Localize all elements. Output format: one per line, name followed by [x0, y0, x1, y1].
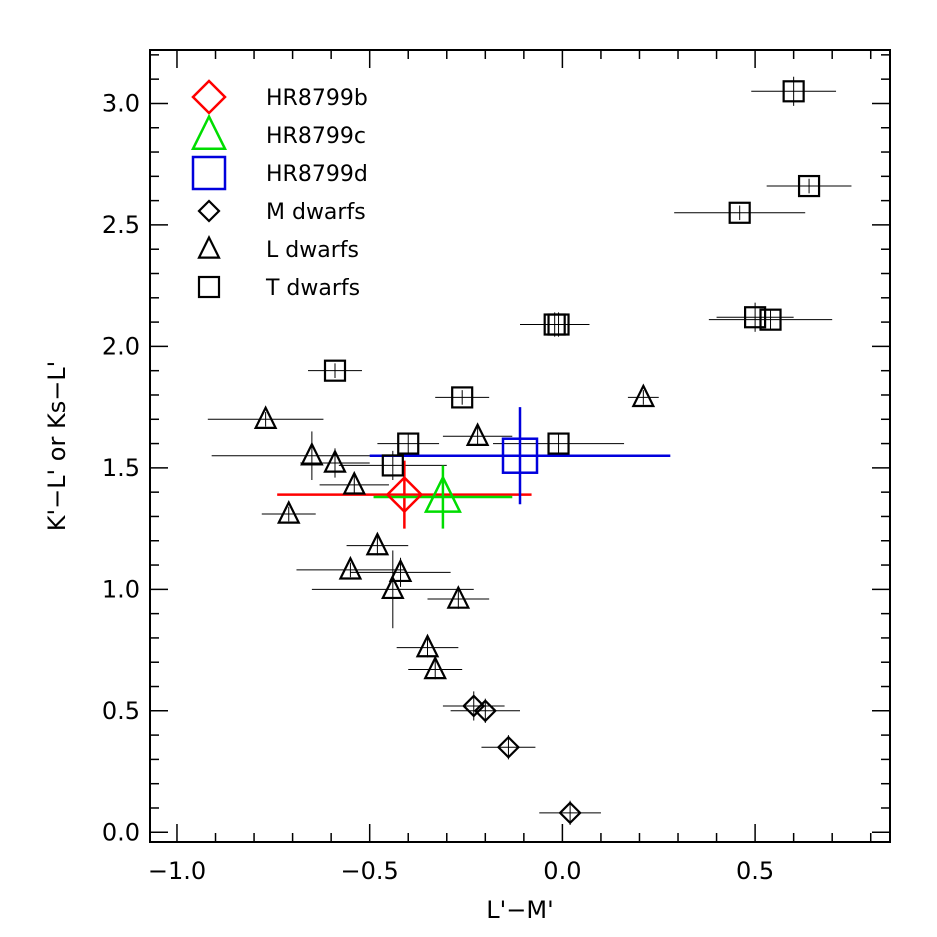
t-dwarfs-point	[759, 308, 782, 331]
y-tick-label: 1.5	[102, 454, 140, 482]
t-dwarfs-point	[451, 386, 474, 409]
l-dwarfs-point	[631, 383, 656, 408]
t-dwarfs-point	[323, 359, 347, 382]
m-dwarfs-point	[558, 801, 582, 825]
x-tick-label: −1.0	[148, 857, 206, 885]
x-axis-label: L'−M'	[486, 896, 553, 924]
l-dwarfs-point	[365, 531, 390, 556]
y-axis-label: K'−L' or Ks−L'	[43, 361, 71, 532]
legend-marker-l-dwarfs	[197, 235, 221, 259]
t-dwarfs-point	[782, 80, 805, 103]
legend-marker-hr8799d	[191, 155, 227, 191]
t-dwarfs-point	[543, 313, 566, 336]
l-dwarfs-point	[415, 633, 440, 658]
legend-label-hr8799d: HR8799d	[266, 162, 368, 187]
t-dwarfs-point	[397, 432, 420, 455]
legend-label-hr8799b: HR8799b	[266, 86, 368, 111]
legend-label-m-dwarfs: M dwarfs	[266, 200, 366, 225]
t-dwarfs-point	[744, 306, 767, 329]
x-tick-label: −0.5	[341, 857, 399, 885]
y-tick-label: 3.0	[102, 89, 140, 117]
l-dwarfs-point	[388, 558, 413, 583]
hr8799d-point	[501, 437, 539, 474]
l-dwarfs-point	[338, 555, 363, 580]
l-dwarfs-point	[323, 449, 347, 473]
legend-label-t-dwarfs: T dwarfs	[265, 276, 360, 301]
y-tick-label: 0.0	[102, 818, 140, 846]
t-dwarfs-point	[728, 201, 751, 224]
x-tick-label: 0.0	[543, 857, 581, 885]
l-dwarfs-point	[381, 575, 405, 600]
legend-marker-m-dwarfs	[197, 199, 221, 223]
legend-marker-hr8799b	[191, 79, 227, 115]
l-dwarfs-point	[342, 470, 367, 495]
y-tick-label: 2.0	[102, 332, 140, 360]
l-dwarfs-point	[253, 405, 278, 430]
axis-ticks	[150, 50, 890, 842]
y-tick-label: 0.5	[102, 697, 140, 725]
hr8799b-point	[385, 475, 424, 514]
l-dwarfs-point	[465, 422, 490, 447]
l-dwarfs-point	[446, 585, 471, 609]
legend-label-hr8799c: HR8799c	[266, 124, 366, 149]
hr8799c-point	[423, 474, 462, 513]
m-dwarfs-point	[462, 694, 486, 718]
y-tick-label: 1.0	[102, 575, 140, 603]
legend-label-l-dwarfs: L dwarfs	[266, 238, 359, 263]
t-dwarfs-point	[797, 174, 821, 198]
l-dwarfs-point	[276, 500, 301, 524]
t-dwarfs-point	[381, 454, 404, 477]
l-dwarfs-point	[300, 441, 324, 466]
t-dwarfs-point	[547, 432, 570, 455]
m-dwarfs-point	[496, 735, 520, 759]
l-dwarfs-point	[423, 655, 447, 680]
plot-frame	[149, 49, 891, 843]
m-dwarfs-point	[473, 699, 497, 723]
error-bars	[207, 76, 852, 825]
legend: HR8799b HR8799c HR8799d M dwarfs L dwarfs T d…	[190, 79, 368, 301]
y-tick-label: 2.5	[102, 211, 140, 239]
data-markers	[253, 80, 821, 825]
legend-marker-t-dwarfs	[197, 275, 221, 299]
tick-labels: −1.0 −0.5 0.0 0.5 0.0 0.5 1.0 1.5 2.0 2.5 3.0	[102, 89, 774, 885]
x-tick-label: 0.5	[736, 857, 774, 885]
legend-marker-hr8799c	[190, 113, 228, 151]
